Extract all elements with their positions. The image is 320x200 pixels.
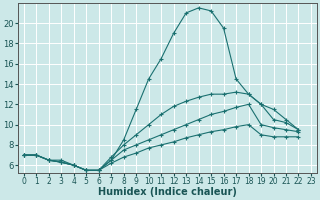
X-axis label: Humidex (Indice chaleur): Humidex (Indice chaleur) xyxy=(98,187,237,197)
